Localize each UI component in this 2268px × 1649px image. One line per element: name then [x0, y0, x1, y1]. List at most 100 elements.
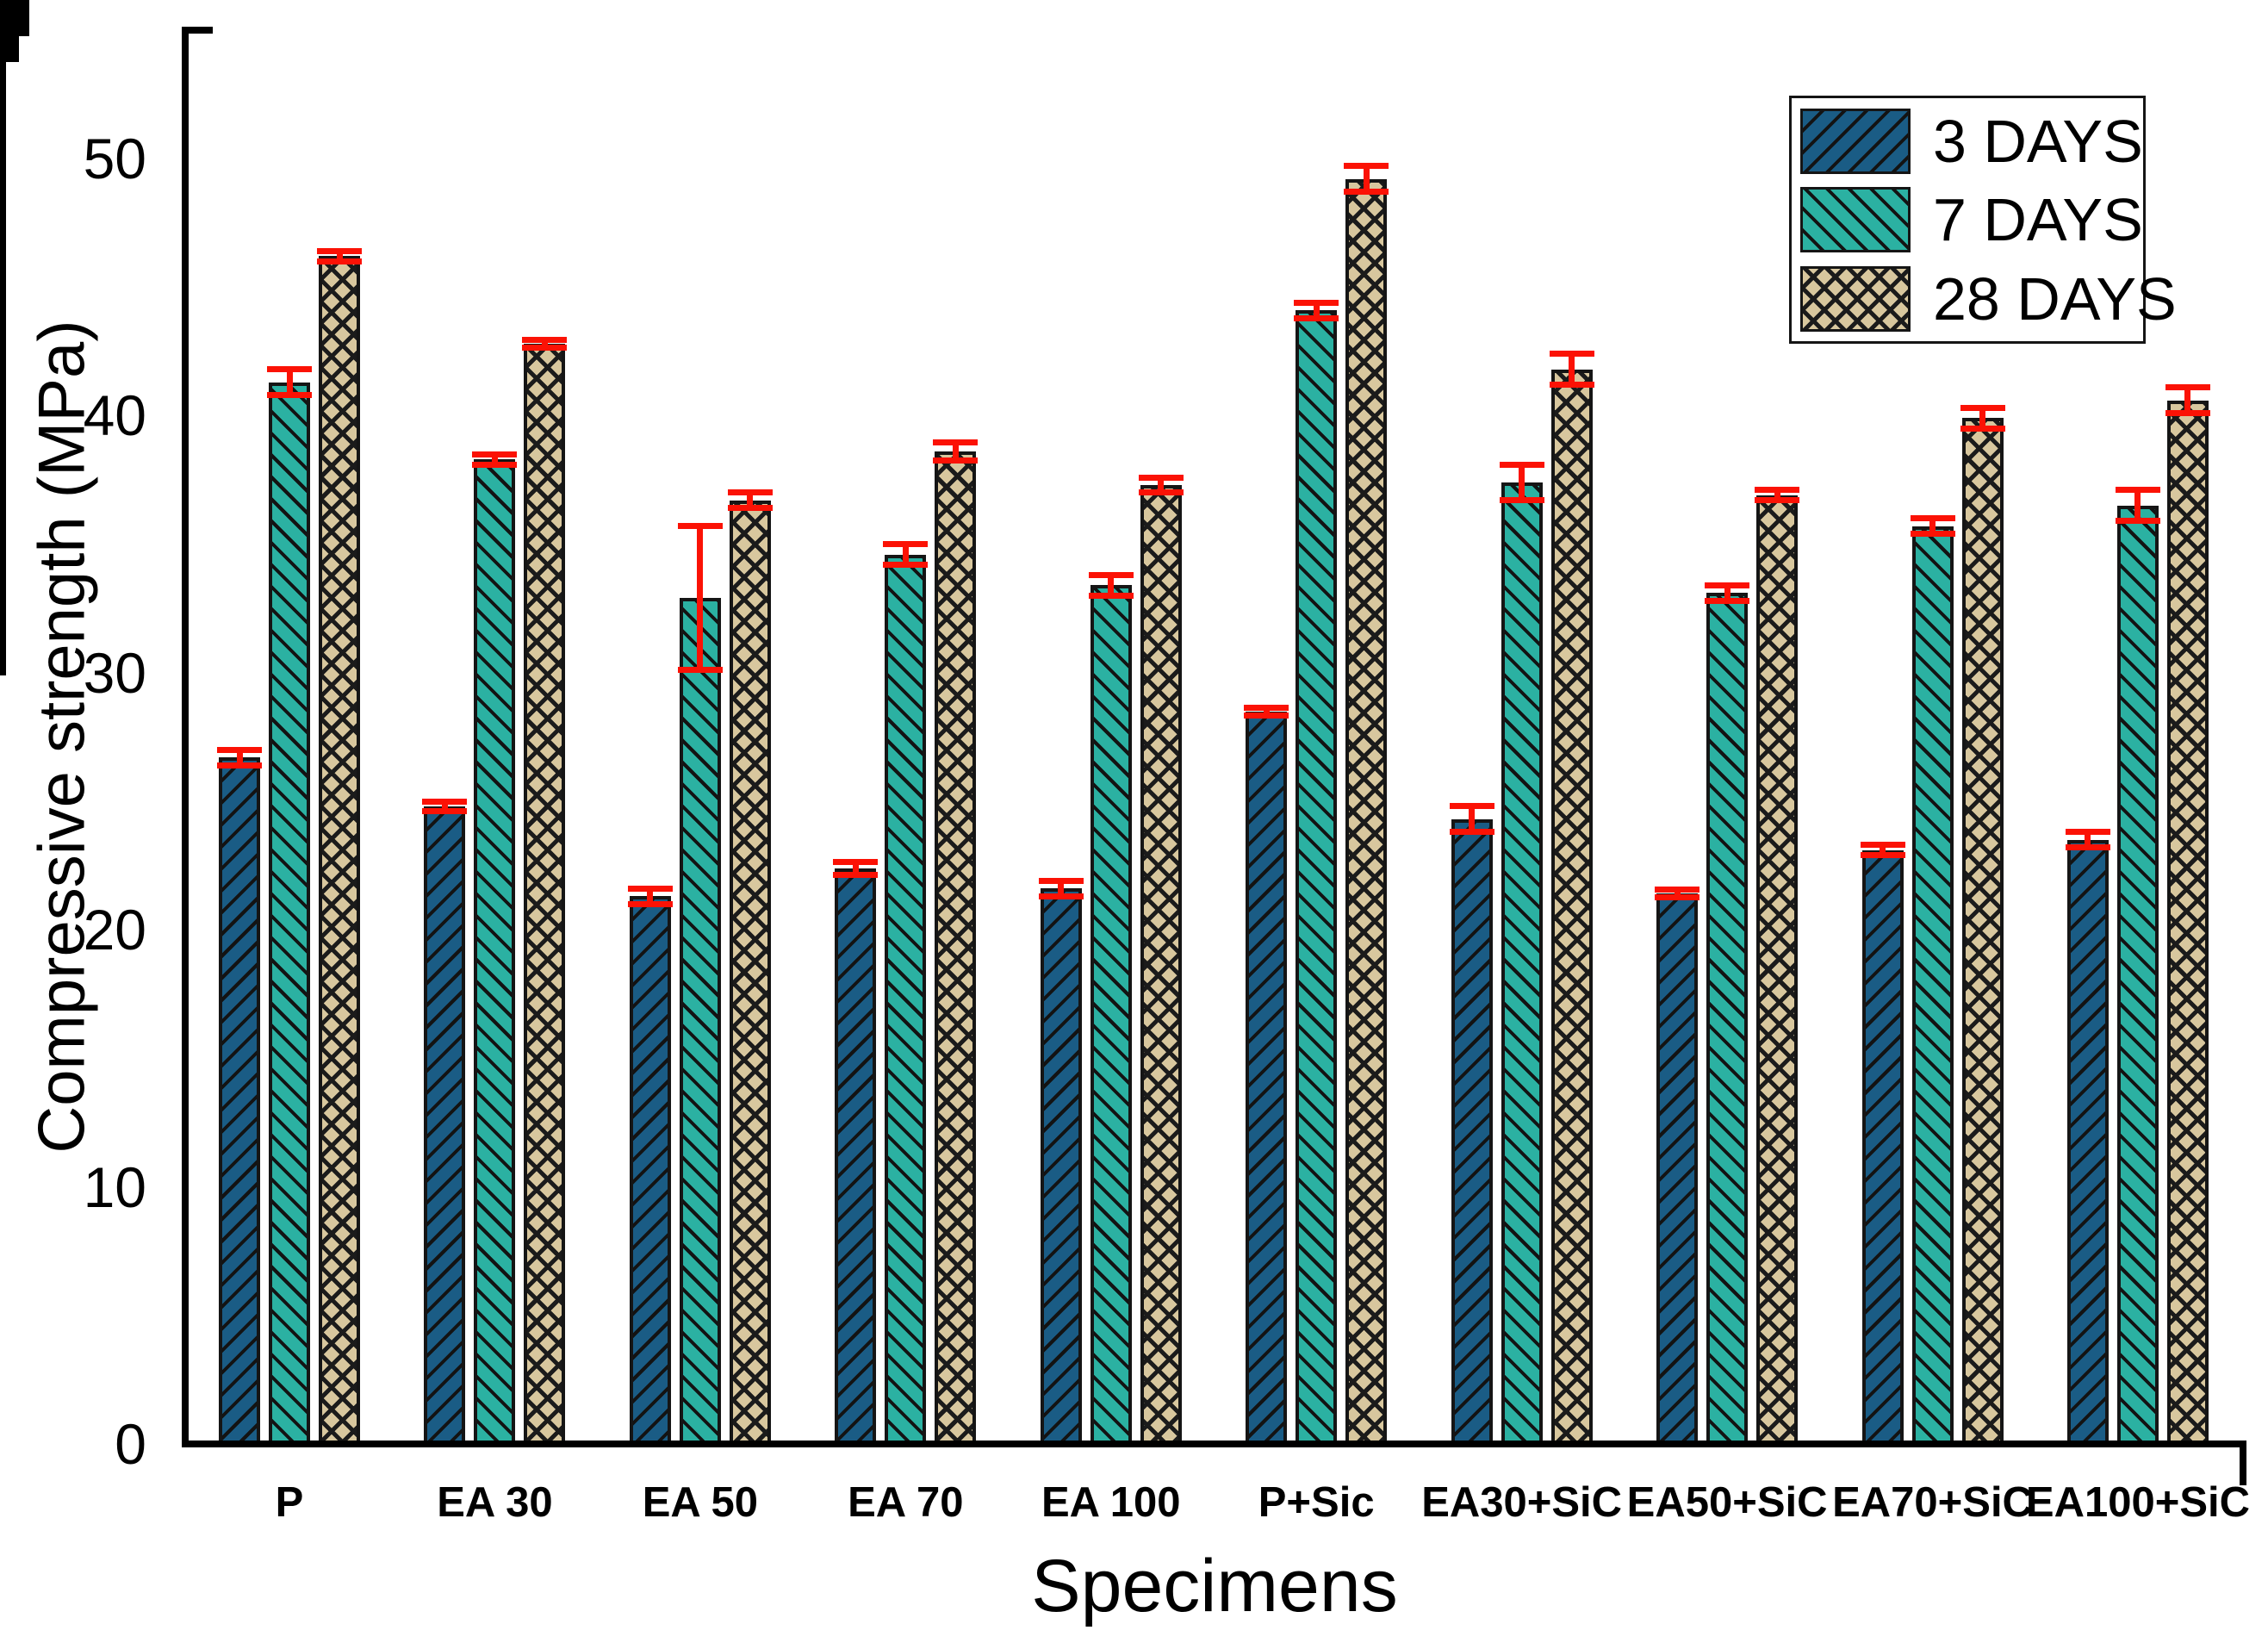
error-bar-cap-bottom: [1860, 852, 1905, 859]
error-bar-cap-top: [317, 247, 362, 254]
error-bar-line: [697, 526, 704, 670]
error-bar-cap-bottom: [2165, 409, 2210, 416]
x-category-label: EA70+SiC: [1832, 1479, 2033, 1526]
error-bar-cap-top: [1705, 582, 1750, 588]
legend-swatch-icon: [1800, 187, 1911, 252]
x-minor-tick: [0, 420, 6, 445]
y-tick-label: 50: [83, 127, 146, 190]
legend-label: 7 DAYS: [1933, 186, 2143, 253]
error-bar-cap-bottom: [1138, 489, 1184, 496]
x-minor-tick: [0, 229, 6, 253]
bar-3days-EA 50: [629, 896, 671, 1444]
error-bar-cap-bottom: [317, 258, 362, 264]
x-minor-tick: [0, 357, 6, 381]
bar-7days-EA 70: [885, 554, 927, 1444]
error-bar-cap-bottom: [1449, 829, 1494, 836]
y-minor-tick: [0, 47, 19, 52]
y-major-tick: [0, 0, 29, 6]
y-tick-label: 40: [83, 383, 146, 448]
y-tick-label: 10: [83, 1154, 146, 1219]
bar-3days-EA30+SiC: [1451, 818, 1493, 1444]
error-bar-cap-top: [2115, 487, 2160, 494]
error-bar-cap-top: [1655, 887, 1700, 893]
error-bar-line: [1519, 464, 1525, 501]
x-minor-tick: [0, 102, 6, 126]
error-bar-cap-top: [1294, 299, 1339, 306]
legend-row: 3 DAYS: [1800, 105, 2143, 177]
bar-7days-EA 30: [474, 459, 516, 1444]
error-bar-cap-bottom: [2065, 844, 2110, 851]
bar-28days-EA 100: [1140, 484, 1182, 1444]
error-bar-line: [1158, 477, 1165, 493]
error-bar-line: [441, 801, 448, 812]
error-bar-cap-top: [1449, 803, 1494, 810]
bar-7days-P: [269, 382, 310, 1444]
x-major-tick: [0, 126, 6, 165]
x-major-tick: [0, 62, 6, 102]
error-bar-cap-bottom: [1088, 592, 1134, 599]
x-category-label: EA30+SiC: [1421, 1479, 1623, 1526]
error-bar-cap-bottom: [1244, 712, 1289, 719]
error-bar-cap-top: [1088, 571, 1134, 578]
error-bar-line: [2085, 831, 2091, 848]
error-bar-cap-top: [677, 523, 723, 530]
x-category-label: P: [275, 1479, 304, 1526]
error-bar-cap-bottom: [1344, 189, 1389, 196]
error-bar-line: [236, 750, 243, 766]
error-bar-line: [852, 862, 859, 875]
x-minor-tick: [0, 612, 6, 636]
error-bar-cap-bottom: [422, 808, 468, 815]
error-bar-cap-bottom: [472, 461, 518, 468]
bar-3days-EA70+SiC: [1861, 849, 1904, 1444]
error-bar-cap-top: [422, 798, 468, 805]
error-bar-line: [1108, 575, 1115, 596]
error-bar-line: [491, 454, 498, 465]
legend-swatch-icon: [1800, 108, 1911, 174]
error-bar-cap-top: [727, 489, 773, 496]
bar-28days-EA70+SiC: [1961, 418, 2004, 1444]
error-bar-cap-top: [217, 746, 262, 753]
error-bar-cap-bottom: [1705, 597, 1750, 604]
x-category-label: P+Sic: [1258, 1479, 1375, 1526]
bar-7days-EA50+SiC: [1706, 593, 1749, 1444]
error-bar-line: [1724, 585, 1731, 601]
bar-28days-EA100+SiC: [2166, 400, 2209, 1444]
error-bar-line: [1569, 353, 1575, 385]
bar-7days-EA100+SiC: [2116, 505, 2159, 1444]
y-major-tick: [0, 24, 29, 30]
error-bar-cap-bottom: [2115, 518, 2160, 525]
error-bar-cap-top: [883, 541, 929, 548]
error-bar-cap-bottom: [933, 457, 979, 464]
error-bar-cap-top: [472, 451, 518, 457]
error-bar-line: [1469, 806, 1476, 832]
bar-28days-EA 70: [935, 451, 977, 1444]
bar-7days-EA70+SiC: [1911, 526, 1954, 1444]
x-major-tick: [0, 508, 6, 548]
x-category-label: EA 100: [1041, 1479, 1181, 1526]
bar-7days-EA 100: [1090, 585, 1132, 1444]
bar-3days-P: [219, 757, 260, 1444]
error-bar-line: [336, 251, 343, 262]
x-major-tick: [0, 317, 6, 357]
error-bar-cap-top: [1244, 704, 1289, 711]
bar-7days-P+Sic: [1296, 310, 1338, 1444]
error-bar-cap-top: [627, 885, 673, 892]
error-bar-cap-bottom: [1499, 497, 1544, 504]
bar-7days-EA30+SiC: [1501, 482, 1543, 1444]
bar-3days-EA100+SiC: [2066, 839, 2109, 1444]
x-category-label: EA 70: [848, 1479, 964, 1526]
error-bar-cap-bottom: [883, 561, 929, 568]
x-major-tick: [0, 253, 6, 293]
x-major-tick: [0, 190, 6, 229]
error-bar-cap-top: [267, 366, 312, 373]
error-bar-cap-top: [1910, 515, 1955, 522]
error-bar-line: [1774, 489, 1780, 501]
error-bar-line: [1313, 302, 1320, 318]
x-axis-spine: [182, 1441, 2246, 1447]
y-tick-label: 0: [115, 1412, 146, 1476]
y-major-tick: [0, 18, 29, 24]
error-bar-cap-top: [933, 439, 979, 446]
error-bar-line: [647, 888, 654, 905]
y-minor-tick: [0, 52, 19, 57]
